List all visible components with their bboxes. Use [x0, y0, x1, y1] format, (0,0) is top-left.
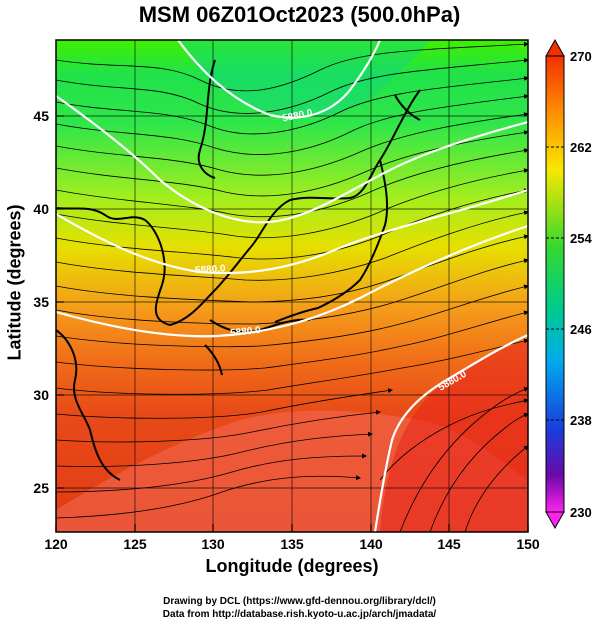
axis-ticks	[55, 115, 529, 532]
contour-label: 5880.0	[230, 325, 262, 339]
contour-line	[56, 224, 528, 338]
x-tick-label: 130	[201, 536, 225, 552]
x-axis-label: Longitude (degrees)	[205, 556, 379, 576]
warm-core	[380, 340, 528, 532]
plot-area: 5880.0 5880.0 5880.0 5880.0	[56, 40, 528, 532]
contour-line	[373, 333, 528, 532]
y-tick-labels: 25 30 35 40 45	[33, 108, 49, 496]
credit-line-2: Data from http://database.rish.kyoto-u.a…	[162, 609, 437, 620]
contour-label: 5880.0	[195, 263, 227, 276]
colorbar-bottom-triangle	[545, 511, 565, 530]
chart-title: MSM 06Z01Oct2023 (500.0hPa)	[138, 2, 461, 27]
contour-line	[56, 188, 528, 275]
y-tick-label: 25	[33, 480, 49, 496]
contour-line	[56, 95, 528, 224]
x-tick-labels: 120 125 130 135 140 145 150	[44, 536, 540, 552]
x-tick-label: 120	[44, 536, 68, 552]
credit-line-1: Drawing by DCL (https://www.gfd-dennou.o…	[163, 596, 436, 607]
y-tick-label: 35	[33, 294, 49, 310]
colorbar-tick-label: 254	[570, 231, 592, 246]
height-contours	[56, 40, 528, 532]
y-tick-label: 45	[33, 108, 49, 124]
y-axis-label: Latitude (degrees)	[4, 204, 25, 361]
colorbar: 270 262 254 246 238 230	[545, 38, 592, 530]
x-tick-label: 145	[437, 536, 461, 552]
colorbar-tick-label: 238	[570, 413, 592, 428]
colorbar-tick-label: 262	[570, 140, 592, 155]
grid-lines	[56, 40, 528, 532]
x-tick-label: 140	[359, 536, 383, 552]
y-tick-label: 30	[33, 387, 49, 403]
colorbar-tick-label: 246	[570, 322, 592, 337]
x-tick-label: 150	[516, 536, 540, 552]
colorbar-gradient	[545, 55, 565, 513]
x-tick-label: 135	[280, 536, 304, 552]
contour-line	[177, 40, 382, 119]
cold-core	[180, 40, 430, 118]
colorbar-top-triangle	[545, 38, 565, 57]
y-tick-label: 40	[33, 201, 49, 217]
colorbar-tick-label: 270	[570, 49, 592, 64]
colorbar-tick-label: 230	[570, 505, 592, 520]
x-tick-label: 125	[123, 536, 147, 552]
